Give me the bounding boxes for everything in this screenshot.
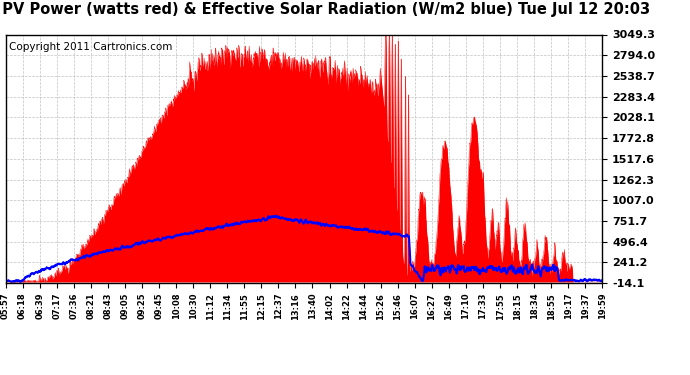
Text: Copyright 2011 Cartronics.com: Copyright 2011 Cartronics.com: [8, 42, 172, 52]
Text: Total PV Power (watts red) & Effective Solar Radiation (W/m2 blue) Tue Jul 12 20: Total PV Power (watts red) & Effective S…: [0, 2, 650, 17]
